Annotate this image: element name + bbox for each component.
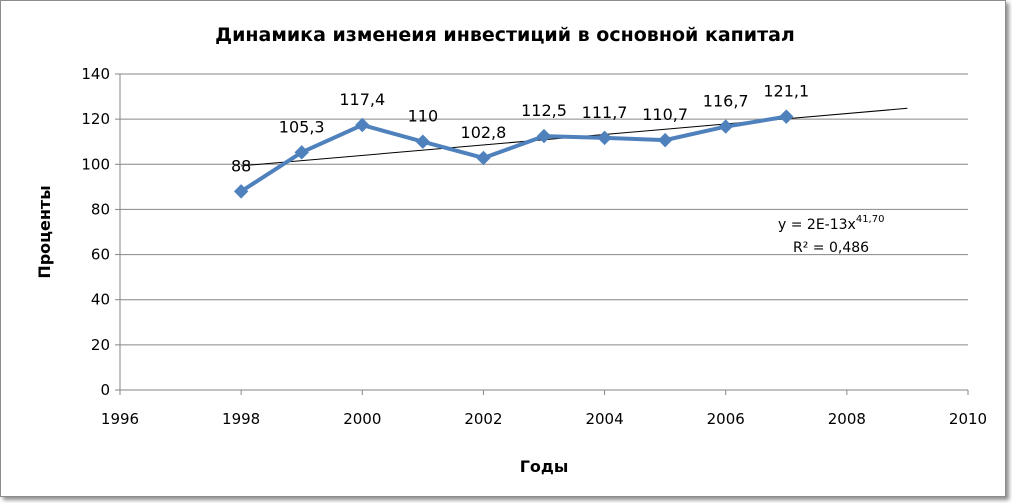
data-labels: 88 105,3 117,4 110 102,8 112,5 111,7 110,7 116,7… [231, 82, 809, 176]
axes [115, 73, 969, 395]
data-label: 88 [231, 156, 251, 175]
data-point-marker [718, 119, 733, 134]
data-label: 105,3 [279, 117, 325, 136]
y-tick-label: 80 [91, 200, 110, 218]
y-tick-label: 120 [81, 110, 110, 128]
data-label: 110 [408, 107, 439, 126]
y-tick-label: 100 [81, 155, 110, 173]
data-point-marker [779, 109, 794, 124]
y-tick-label: 0 [100, 381, 110, 399]
y-tick-label: 140 [81, 65, 110, 83]
x-tick-label: 1996 [101, 410, 139, 428]
data-label: 116,7 [703, 92, 749, 111]
data-point-marker [294, 145, 309, 160]
x-tick-label: 2004 [585, 410, 623, 428]
x-tick-label: 2008 [828, 410, 866, 428]
x-tick-label: 2010 [949, 410, 987, 428]
y-tick-label: 60 [91, 246, 110, 264]
y-tick-label: 20 [91, 336, 110, 354]
x-tick-label: 2006 [707, 410, 745, 428]
data-label: 102,8 [461, 123, 507, 142]
y-tick-label: 40 [91, 291, 110, 309]
series-polyline [240, 114, 787, 194]
data-point-marker [355, 117, 370, 133]
trendline-equation-exponent: 41,70 [856, 214, 885, 225]
data-point-marker [597, 130, 612, 146]
data-label: 110,7 [642, 105, 688, 124]
data-point-marker [476, 150, 491, 166]
data-point-marker [233, 184, 249, 199]
x-tick-label: 2000 [343, 410, 381, 428]
trendline-r2: R² = 0,486 [793, 240, 869, 256]
tick-labels: 0 20 40 60 80 100 120 140 1996 1998 2000 2002 2004 20… [81, 65, 987, 428]
x-tick-label: 2002 [464, 410, 502, 428]
series-line [233, 109, 794, 199]
y-axis-title: Проценты [35, 185, 54, 278]
x-tick-label: 1998 [222, 410, 260, 428]
data-label: 112,5 [521, 101, 567, 120]
data-label: 111,7 [582, 103, 628, 122]
x-axis-title: Годы [520, 457, 569, 476]
data-point-marker [536, 128, 552, 144]
trendline-equation: y = 2E-13x41,70 [778, 214, 884, 233]
data-point-marker [415, 134, 431, 149]
chart-title: Динамика изменеия инвестиций в основной … [215, 24, 795, 46]
data-label: 117,4 [339, 90, 385, 109]
data-label: 121,1 [763, 82, 809, 101]
trendline-equation-main: y = 2E-13x [778, 217, 856, 233]
data-point-marker [657, 132, 673, 148]
